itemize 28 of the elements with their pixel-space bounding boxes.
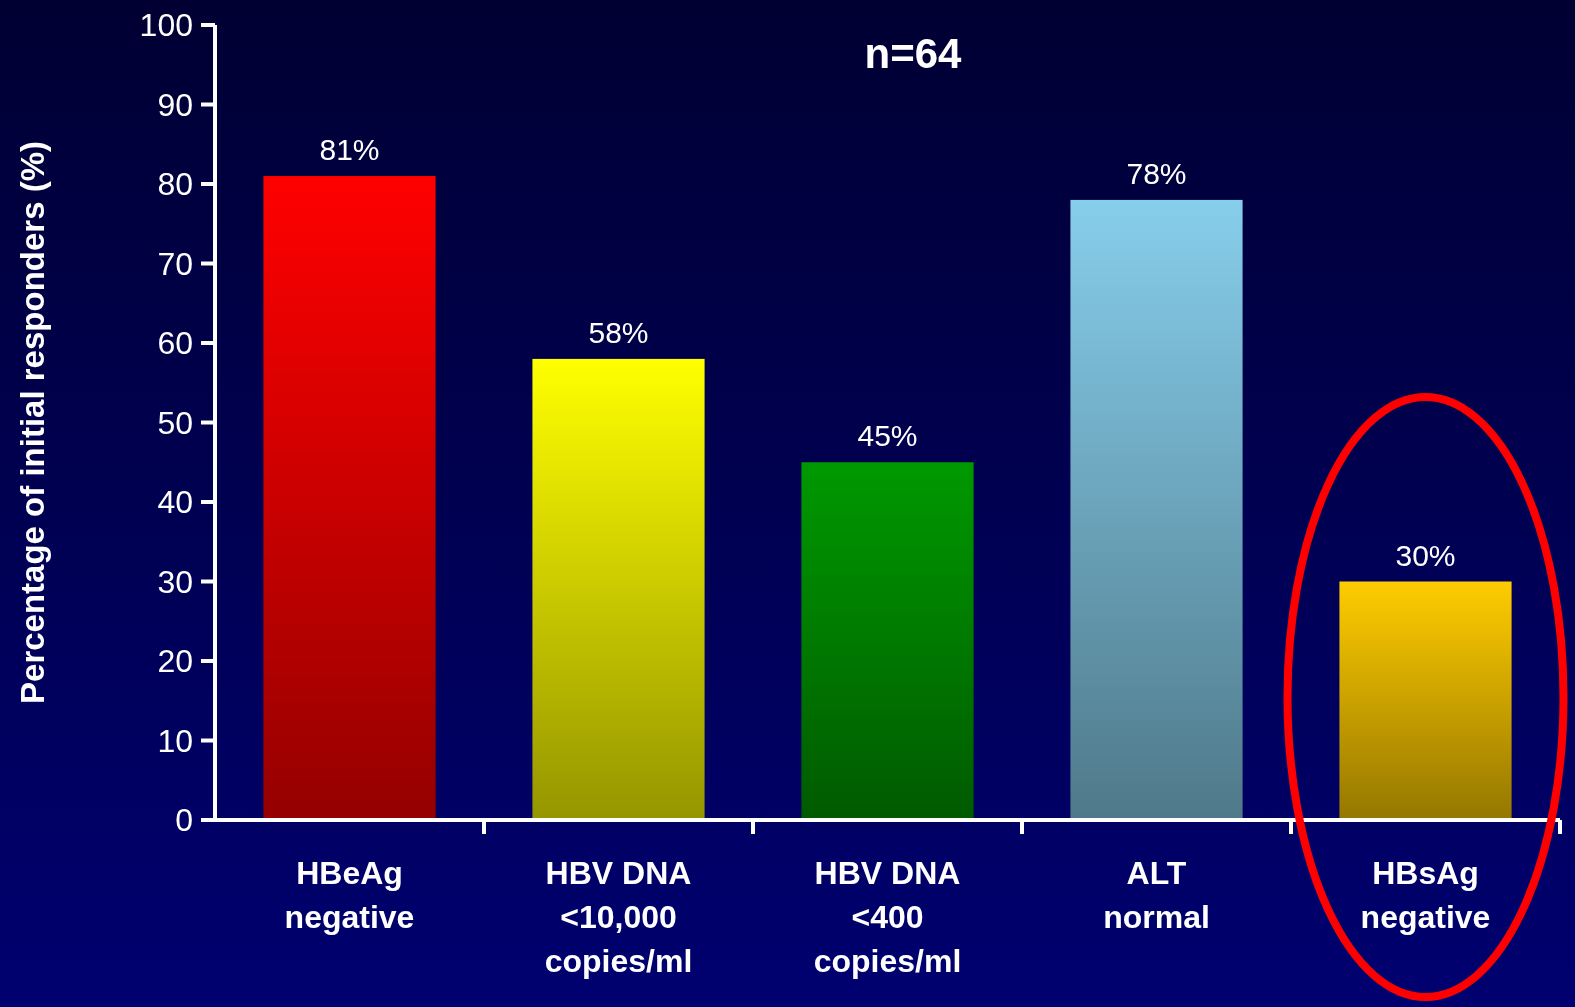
data-label: 81% (319, 133, 380, 167)
y-tick-label: 80 (157, 166, 193, 203)
y-tick-label: 50 (157, 404, 193, 441)
x-tick-label: HBV DNA <10,000 copies/ml (544, 855, 693, 979)
x-tick-label: HBV DNA <400 copies/ml (813, 855, 962, 979)
data-label: 30% (1395, 538, 1456, 572)
chart-title: n=64 (864, 30, 963, 77)
y-tick-label: 60 (157, 325, 193, 362)
bar (532, 358, 705, 820)
y-tick-label: 70 (157, 245, 193, 282)
y-tick-label: 40 (157, 484, 193, 521)
data-label: 78% (1126, 156, 1187, 190)
y-tick-label: 20 (157, 643, 193, 680)
y-tick-label: 10 (157, 722, 193, 759)
x-tick-label: ALT normal (1103, 855, 1210, 935)
data-label: 45% (857, 419, 918, 453)
bar (1070, 199, 1243, 820)
bar (801, 462, 974, 820)
x-tick-label: HBsAg negative (1360, 855, 1491, 935)
x-tick-label: HBeAg negative (284, 855, 415, 935)
y-tick-label: 30 (157, 563, 193, 600)
data-label: 58% (588, 315, 649, 349)
bar (263, 176, 436, 820)
y-tick-label: 0 (175, 802, 193, 839)
y-axis-title: Percentage of initial responders (%) (14, 141, 51, 704)
y-tick-label: 90 (157, 86, 193, 123)
y-tick-label: 100 (139, 7, 193, 44)
bar (1339, 581, 1512, 820)
